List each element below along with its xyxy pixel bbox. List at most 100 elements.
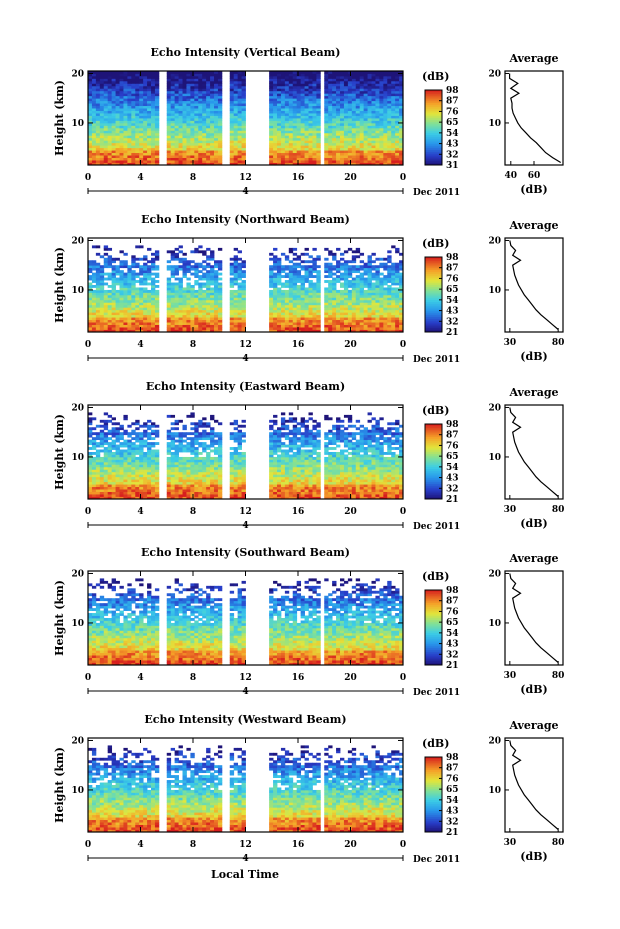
heatmap-cell (277, 494, 282, 497)
heatmap-cell (328, 125, 333, 129)
heatmap-cell (387, 130, 392, 134)
heatmap-cell (198, 135, 203, 139)
heatmap-cell (217, 80, 223, 84)
heatmap-cell (99, 108, 105, 111)
heatmap-cell (131, 491, 136, 495)
heatmap-cell (166, 105, 172, 109)
heatmap-cell (103, 494, 109, 497)
heatmap-cell (284, 304, 290, 308)
heatmap-cell (107, 275, 113, 278)
heatmap-cell (277, 95, 282, 99)
heatmap-cell (391, 307, 396, 311)
heatmap-cell (340, 491, 345, 495)
heatmap-cell (91, 262, 97, 266)
heatmap-cell (91, 294, 97, 298)
heatmap-cell (151, 120, 156, 124)
heatmap-cell (284, 132, 290, 136)
heatmap-cell (147, 127, 152, 131)
heatmap-cell (154, 280, 160, 283)
heatmap-cell (206, 282, 211, 286)
heatmap-cell (355, 115, 361, 119)
x-tick-label: 12 (239, 340, 252, 350)
heatmap-cell (190, 150, 195, 154)
heatmap-cell (151, 115, 156, 119)
heatmap-cell (324, 491, 329, 495)
heatmap-cell (336, 150, 341, 154)
heatmap-cell (324, 314, 329, 318)
heatmap-cell (332, 314, 337, 318)
heatmap-cell (312, 75, 317, 79)
heatmap-cell (363, 105, 368, 109)
heatmap-cell (277, 90, 282, 94)
heatmap-cell (371, 496, 376, 500)
heatmap-cell (296, 103, 302, 107)
heatmap-cell (111, 137, 116, 141)
heatmap-cell (363, 314, 368, 318)
heatmap-cell (214, 285, 219, 288)
heatmap-cell (379, 110, 384, 114)
heatmap-cell (151, 100, 156, 104)
heatmap-cell (217, 100, 223, 104)
heatmap-cell (375, 491, 380, 495)
heatmap-cell (107, 75, 113, 79)
heatmap-cell (229, 127, 235, 131)
heatmap-cell (135, 312, 140, 316)
heatmap-cell (343, 90, 349, 94)
heatmap-cell (241, 90, 246, 94)
heatmap-cell (131, 257, 136, 261)
heatmap-cell (119, 309, 124, 313)
heatmap-cell (166, 294, 172, 298)
heatmap-cell (371, 95, 376, 99)
heatmap-cell (99, 280, 105, 283)
heatmap-cell (328, 252, 333, 256)
heatmap-cell (135, 327, 140, 330)
heatmap-cell (375, 130, 380, 134)
heatmap-cell (273, 137, 278, 141)
heatmap-cell (391, 95, 396, 99)
heatmap-cell (154, 267, 160, 271)
heatmap-cell (304, 130, 309, 134)
heatmap-cell (139, 108, 144, 111)
heatmap-cell (296, 152, 302, 156)
heatmap-cell (178, 309, 183, 313)
heatmap-cell (383, 90, 388, 94)
heatmap-cell (355, 100, 361, 104)
day-label: 4 (242, 354, 248, 364)
heatmap-cell (371, 309, 376, 313)
heatmap-cell (154, 275, 160, 278)
heatmap-cell (206, 319, 211, 323)
heatmap-cell (135, 317, 140, 321)
heatmap-cell (182, 93, 187, 97)
heatmap-cell (99, 95, 105, 99)
heatmap-cell (355, 110, 361, 114)
heatmap-cell (194, 140, 199, 144)
heatmap-cell (237, 262, 242, 266)
heatmap-cell (375, 147, 380, 151)
heatmap-cell (119, 292, 124, 296)
heatmap-cell (391, 150, 396, 154)
heatmap-cell (139, 80, 144, 84)
heatmap-cell (300, 103, 305, 107)
heatmap-cell (115, 142, 120, 146)
colorbar-segment (425, 264, 442, 267)
heatmap-cell (379, 93, 384, 97)
heatmap-cell (284, 108, 290, 111)
heatmap-cell (241, 71, 246, 74)
heatmap-cell (88, 93, 93, 97)
heatmap-cell (182, 327, 187, 330)
heatmap-cell (131, 292, 136, 296)
heatmap-cell (206, 160, 211, 163)
heatmap-cell (312, 494, 317, 497)
heatmap-cell (99, 152, 105, 156)
heatmap-cell (99, 135, 105, 139)
heatmap-cell (351, 150, 357, 154)
heatmap-cell (351, 297, 357, 301)
heatmap-cell (115, 327, 120, 330)
heatmap-cell (288, 137, 294, 141)
heatmap-cell (170, 272, 176, 276)
heatmap-cell (147, 282, 152, 286)
heatmap-cell (347, 280, 353, 283)
colorbar-frame (424, 256, 443, 333)
heatmap-cell (332, 88, 337, 92)
heatmap-cell (340, 115, 345, 119)
